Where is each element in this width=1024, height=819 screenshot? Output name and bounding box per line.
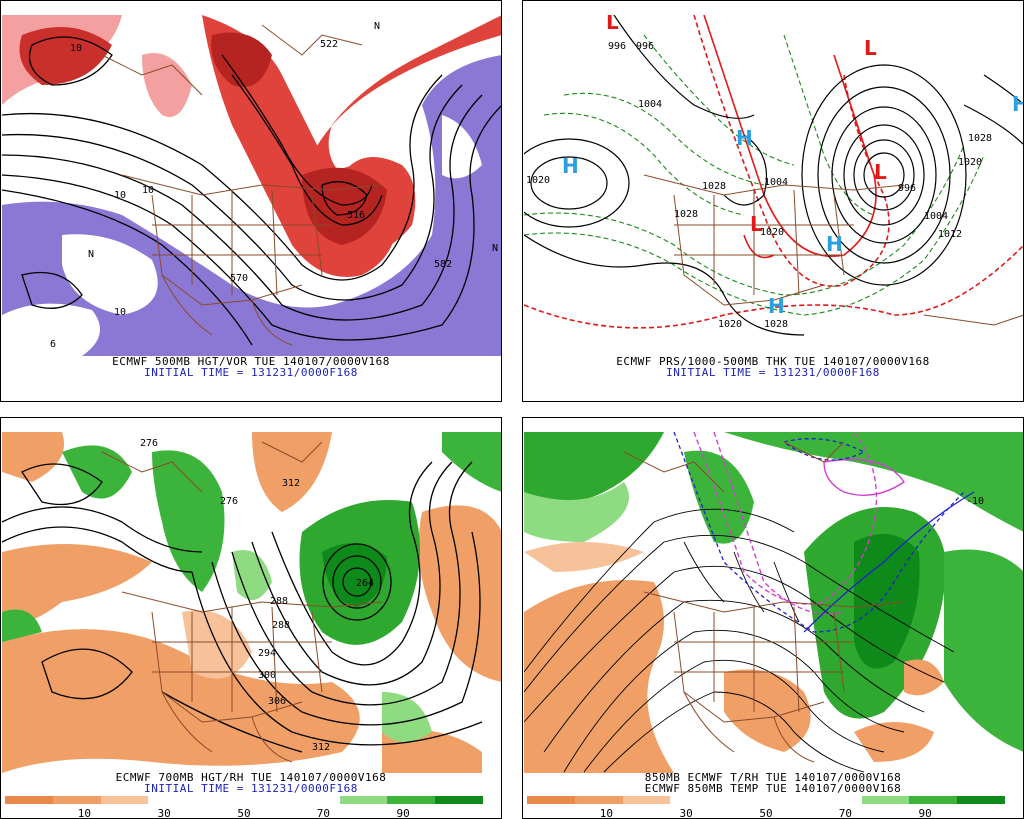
contour-label: 300 — [258, 670, 276, 681]
contour-label: 522 — [320, 39, 338, 50]
legend-swatch — [243, 796, 292, 804]
high-pressure-marker: H — [768, 294, 785, 318]
legend-swatch — [861, 796, 910, 804]
contour-label: 10 — [114, 307, 126, 318]
legend-swatch — [670, 796, 719, 804]
legend-swatch — [435, 796, 483, 804]
panel-prs-thickness: H H H H H L L L L 1020 1020 1028 1028 10… — [522, 0, 1024, 402]
isobar-label: 1028 — [968, 133, 992, 144]
map-700mb-humidity: 276 276 312 288 288 294 300 306 312 264 — [2, 432, 501, 773]
legend-ticks: 10 30 50 70 90 — [5, 807, 483, 819]
legend-swatch — [196, 796, 244, 804]
contour-label: 306 — [268, 696, 286, 707]
legend-tick: 10 — [599, 807, 613, 819]
map-pressure-thickness: H H H H H L L L L 1020 1020 1028 1028 10… — [524, 15, 1024, 356]
isobar-label: 1004 — [764, 177, 788, 188]
contour-label: 276 — [140, 438, 158, 449]
rh-color-legend — [5, 796, 483, 804]
panel-title: ECMWF 700MB HGT/RH TUE 140107/0000V168 — [115, 771, 387, 784]
contour-label: 6 — [50, 339, 56, 350]
legend-tick: 10 — [77, 807, 91, 819]
legend-swatch — [718, 796, 766, 804]
contour-label: 10 — [70, 43, 82, 54]
panel-700mb-hgt-rh: 276 276 312 288 288 294 300 306 312 264 … — [0, 417, 502, 819]
panel-subtitle: ECMWF 850MB TEMP TUE 140107/0000V168 — [644, 782, 902, 795]
center-label: N — [374, 21, 380, 32]
temperature-label: -10 — [966, 496, 984, 507]
high-pressure-marker: H — [826, 232, 843, 256]
initial-time: INITIAL TIME = 131231/0000F168 — [144, 782, 358, 795]
isobar-label: 1004 — [638, 99, 662, 110]
legend-swatch — [813, 796, 862, 804]
isobar-label: 996 — [608, 41, 626, 52]
legend-tick: 50 — [759, 807, 773, 819]
contour-label: 516 — [347, 210, 365, 221]
low-pressure-marker: L — [864, 36, 877, 60]
panel-title: ECMWF PRS/1000-500MB THK TUE 140107/0000… — [616, 355, 930, 368]
high-pressure-marker: H — [1012, 92, 1024, 116]
legend-tick: 90 — [918, 807, 932, 819]
panel-title: ECMWF 500MB HGT/VOR TUE 140107/0000V168 — [112, 355, 390, 368]
isobar-label: 1028 — [764, 319, 788, 330]
low-pressure-marker: L — [606, 15, 619, 34]
legend-tick: 90 — [396, 807, 410, 819]
contour-label: 264 — [356, 578, 374, 589]
contour-label: 312 — [282, 478, 300, 489]
contour-label: 10 — [142, 185, 154, 196]
contour-label: 570 — [230, 273, 248, 284]
contour-label: 288 — [270, 596, 288, 607]
low-pressure-marker: L — [874, 160, 887, 184]
legend-tick: 30 — [157, 807, 171, 819]
legend-tick: 70 — [316, 807, 330, 819]
isobar-label: 1020 — [526, 175, 550, 186]
high-pressure-marker: H — [736, 126, 753, 150]
legend-swatch — [387, 796, 436, 804]
isobar-label: 1004 — [924, 211, 948, 222]
center-label: N — [492, 243, 498, 254]
legend-swatch — [909, 796, 958, 804]
contour-label: 294 — [258, 648, 276, 659]
legend-swatch — [148, 796, 197, 804]
isobar-label: 1012 — [938, 229, 962, 240]
panel-title: 850MB ECMWF T/RH TUE 140107/0000V168 — [644, 771, 902, 784]
contour-label: 582 — [434, 259, 452, 270]
contour-label: 276 — [220, 496, 238, 507]
legend-swatch — [52, 796, 101, 804]
map-850mb-temp-humidity: -10 — [524, 432, 1023, 773]
legend-swatch — [100, 796, 149, 804]
isobar-label: 1020 — [718, 319, 742, 330]
legend-tick: 30 — [679, 807, 693, 819]
isobar-label: 1028 — [674, 209, 698, 220]
isobar-label: 1020 — [760, 227, 784, 238]
panel-850mb-t-rh: -10 850MB ECMWF T/RH TUE 140107/0000V168… — [522, 417, 1024, 819]
legend-swatch — [765, 796, 814, 804]
isobar-label: 1028 — [702, 181, 726, 192]
legend-swatch — [957, 796, 1005, 804]
legend-ticks: 10 30 50 70 90 — [527, 807, 1005, 819]
center-label: N — [88, 249, 94, 260]
map-500mb-vorticity: 522 570 582 516 10 10 10 10 6 N N N — [2, 15, 501, 356]
contour-label: 312 — [312, 742, 330, 753]
initial-time: INITIAL TIME = 131231/0000F168 — [666, 366, 880, 379]
low-pressure-marker: L — [750, 212, 763, 236]
legend-swatch — [5, 796, 53, 804]
legend-tick: 70 — [838, 807, 852, 819]
contour-label: 10 — [114, 190, 126, 201]
initial-time: INITIAL TIME = 131231/0000F168 — [144, 366, 358, 379]
isobar-label: 996 — [636, 41, 654, 52]
legend-swatch — [574, 796, 623, 804]
contour-label: 288 — [272, 620, 290, 631]
high-pressure-marker: H — [562, 154, 579, 178]
legend-swatch — [622, 796, 671, 804]
isobar-label: 996 — [898, 183, 916, 194]
legend-tick: 50 — [237, 807, 251, 819]
rh-color-legend — [527, 796, 1005, 804]
legend-swatch — [339, 796, 388, 804]
isobar-label: 1020 — [958, 157, 982, 168]
legend-swatch — [291, 796, 340, 804]
legend-swatch — [527, 796, 575, 804]
panel-500mb-hgt-vor: 522 570 582 516 10 10 10 10 6 N N N ECMW… — [0, 0, 502, 402]
